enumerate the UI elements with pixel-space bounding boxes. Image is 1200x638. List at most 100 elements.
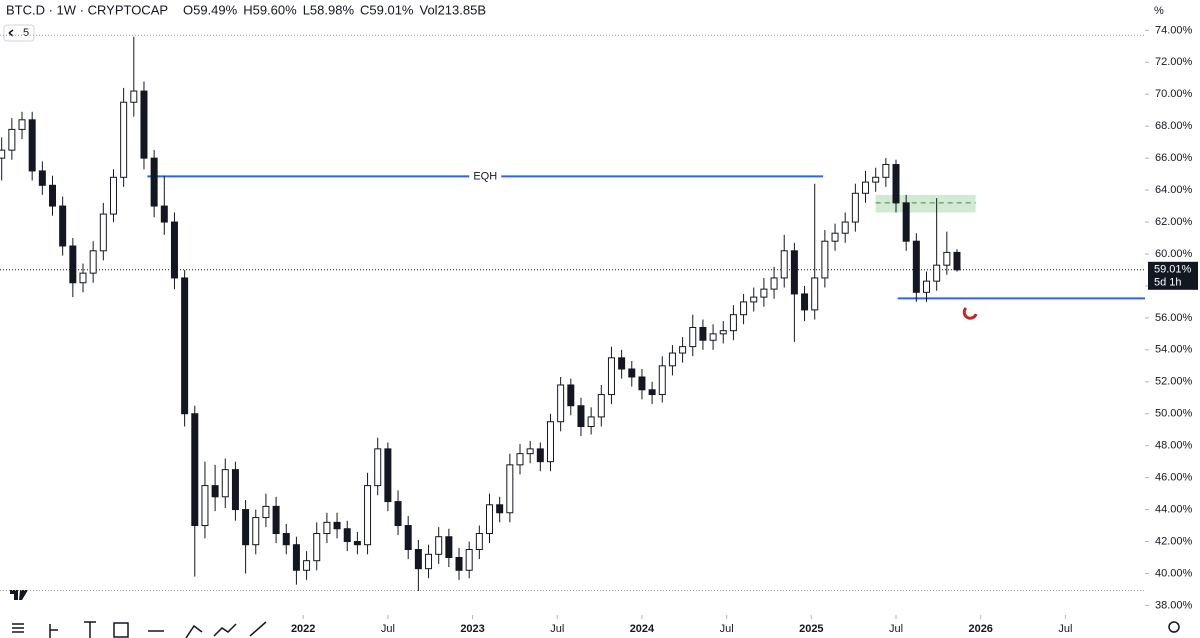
tool-menu[interactable] <box>12 623 24 633</box>
candle-body <box>89 250 97 274</box>
candle-body <box>69 245 77 284</box>
candle-body <box>191 413 199 527</box>
x-tick-label: Jul <box>720 623 734 635</box>
y-tick-label: 56.00% <box>1155 312 1193 324</box>
candle-body <box>953 251 961 271</box>
y-tick-label: 74.00% <box>1155 24 1193 36</box>
candle-body <box>170 221 178 279</box>
candle-body <box>455 556 463 571</box>
x-tick-label: Jul <box>1058 623 1072 635</box>
candle-body <box>28 119 36 172</box>
candle-body <box>760 288 768 298</box>
candle-body <box>943 251 951 266</box>
y-tick-label: 64.00% <box>1155 184 1193 196</box>
candle-body <box>892 164 900 204</box>
tool-rect[interactable] <box>113 622 129 638</box>
ohlc-value: Vol213.85B <box>420 2 487 17</box>
tool-cross[interactable] <box>49 624 58 638</box>
candle-body <box>181 277 189 415</box>
candle-body <box>38 170 46 186</box>
candle-body <box>689 326 697 348</box>
candle-body <box>323 521 331 535</box>
candle-body <box>729 314 737 332</box>
candle-body <box>668 352 676 367</box>
candle-body <box>425 553 433 570</box>
settings[interactable] <box>1168 621 1180 633</box>
y-tick-label: 52.00% <box>1155 376 1193 388</box>
tool-text[interactable] <box>84 621 96 638</box>
y-tick-label: 60.00% <box>1155 248 1193 260</box>
tool-path[interactable] <box>185 624 203 638</box>
candle-body <box>658 365 666 396</box>
candle-body <box>851 192 859 223</box>
x-tick-label: 2022 <box>291 623 315 635</box>
candle-body <box>333 521 341 530</box>
candle-body <box>79 272 87 284</box>
ohlc-value: L58.98% <box>303 2 355 17</box>
candle-body <box>577 405 585 428</box>
candle-body <box>8 128 16 151</box>
candle-body <box>313 533 321 562</box>
candle-body <box>607 357 615 396</box>
y-tick-label: 62.00% <box>1155 216 1193 228</box>
candle-body <box>597 394 605 418</box>
badge: 5 <box>23 27 29 39</box>
candle-body <box>709 333 717 341</box>
candle-body <box>841 221 849 234</box>
candle-body <box>719 330 727 335</box>
candle-body <box>740 301 748 316</box>
last-price-label: 59.01% <box>1154 264 1192 276</box>
tool-wave[interactable] <box>213 623 237 637</box>
candle-body <box>912 240 920 293</box>
ohlc-value: H59.60% <box>243 2 297 17</box>
candle-body <box>780 250 788 279</box>
candle-body <box>750 296 758 303</box>
candle-body <box>567 384 575 407</box>
tool-trend[interactable] <box>249 621 267 637</box>
candle-body <box>0 149 6 159</box>
candle-body <box>902 202 910 242</box>
candle-body <box>628 368 636 378</box>
x-tick-label: 2025 <box>799 623 823 635</box>
candle-body <box>49 184 57 207</box>
candle-body <box>343 528 351 543</box>
candle-body <box>638 376 646 391</box>
x-tick-label: Jul <box>550 623 564 635</box>
candle-body <box>394 501 402 527</box>
supply-zone <box>875 194 976 213</box>
y-tick-label: 54.00% <box>1155 344 1193 356</box>
candle-body <box>496 504 504 514</box>
candle-body <box>303 560 311 571</box>
candle-body <box>59 205 67 247</box>
candle-body <box>486 504 494 535</box>
level-label: EQH <box>473 170 497 182</box>
candle-body <box>872 176 880 183</box>
candle-body <box>506 464 514 514</box>
candle-body <box>252 517 260 546</box>
candle-body <box>516 453 524 466</box>
candle-body <box>353 541 361 546</box>
candle-body <box>109 176 117 215</box>
candle-body <box>99 213 107 252</box>
y-tick-label: 72.00% <box>1155 56 1193 68</box>
candle-body <box>211 485 219 498</box>
x-tick-label: 2023 <box>460 623 484 635</box>
candle-body <box>404 525 412 551</box>
y-tick-label: 46.00% <box>1155 472 1193 484</box>
candle-body <box>679 346 687 354</box>
header: BTC.D · 1W · CRYPTOCAP O59.49% H59.60% L58… <box>6 2 486 17</box>
candle-body <box>262 505 270 519</box>
y-tick-label: 68.00% <box>1155 120 1193 132</box>
last-price-box <box>1148 261 1198 290</box>
collapse-button[interactable] <box>3 24 35 42</box>
candle-body <box>618 357 626 370</box>
candle-body <box>414 549 422 570</box>
y-tick-label: 66.00% <box>1155 152 1193 164</box>
candle-body <box>231 469 239 511</box>
y-tick-label: 38.00% <box>1155 599 1193 611</box>
magnet-icon <box>962 306 978 320</box>
candle-body <box>801 293 809 311</box>
candle-body <box>282 533 290 546</box>
